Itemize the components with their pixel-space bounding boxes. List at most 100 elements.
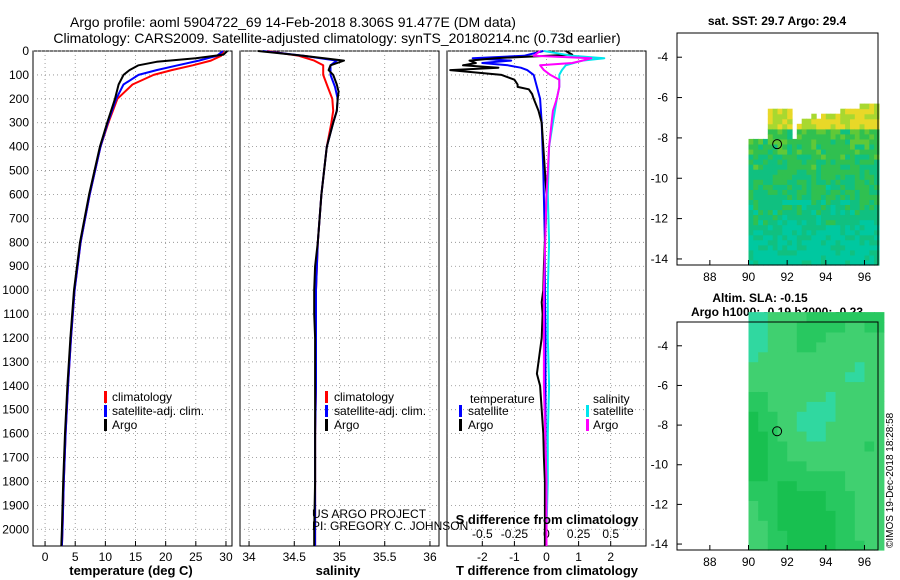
sla-cell bbox=[787, 520, 798, 531]
sst-cell bbox=[840, 199, 846, 205]
legend-label-argo: Argo bbox=[334, 418, 360, 432]
sla-cell bbox=[854, 431, 866, 442]
sst-cell bbox=[835, 123, 841, 130]
sst-cell bbox=[859, 133, 865, 140]
sla-cell bbox=[874, 331, 885, 343]
sst-cell bbox=[772, 194, 779, 200]
sst-cell bbox=[854, 189, 861, 195]
sst-cell bbox=[816, 204, 822, 211]
legend-label-satellite: satellite-adj. clim. bbox=[112, 404, 204, 418]
sst-cell bbox=[792, 144, 798, 150]
sst-cell bbox=[782, 174, 788, 180]
sst-cell bbox=[777, 249, 783, 256]
sla-cell bbox=[767, 500, 779, 511]
sla-cell bbox=[835, 361, 846, 373]
sst-cell bbox=[811, 138, 817, 145]
lon-tick-label: 94 bbox=[819, 555, 833, 569]
sst-cell bbox=[816, 144, 822, 150]
legend-label-satellite: satellite-adj. clim. bbox=[334, 404, 426, 418]
sst-cell bbox=[840, 184, 846, 190]
sla-cell bbox=[806, 460, 817, 472]
sst-cell bbox=[825, 244, 832, 251]
sst-cell bbox=[772, 118, 779, 125]
sst-cell bbox=[850, 214, 856, 221]
sst-cell bbox=[787, 169, 793, 175]
sla-cell bbox=[758, 520, 769, 531]
x-tick-label: 15 bbox=[129, 550, 143, 564]
sst-cell bbox=[763, 184, 769, 190]
sst-cell bbox=[874, 199, 880, 205]
sla-cell bbox=[816, 421, 827, 432]
sst-cell bbox=[748, 169, 754, 175]
sla-cell bbox=[835, 540, 846, 551]
sst-cell bbox=[777, 179, 783, 185]
sst-cell bbox=[830, 133, 836, 140]
legend-label-t-argo: Argo bbox=[468, 418, 494, 432]
sla-cell bbox=[854, 331, 866, 343]
sst-cell bbox=[854, 164, 861, 170]
sst-cell bbox=[811, 254, 817, 261]
sla-cell bbox=[787, 530, 798, 541]
sla-cell bbox=[816, 322, 827, 333]
sst-cell bbox=[801, 149, 808, 155]
sla-cell bbox=[777, 530, 788, 541]
sst-cell bbox=[864, 118, 870, 125]
sst-cell bbox=[782, 254, 788, 261]
sla-cell bbox=[767, 411, 779, 422]
sla-cell bbox=[835, 441, 846, 452]
sst-cell bbox=[748, 234, 754, 241]
sst-cell bbox=[816, 169, 822, 175]
sst-cell bbox=[796, 179, 803, 185]
sst-cell bbox=[801, 184, 808, 190]
sst-cell bbox=[758, 194, 764, 200]
sst-cell bbox=[758, 239, 764, 246]
legend-label-s-satellite: satellite bbox=[593, 404, 634, 418]
sst-cell bbox=[748, 244, 754, 251]
sst-cell bbox=[787, 123, 793, 130]
sst-cell bbox=[850, 179, 856, 185]
sla-cell bbox=[758, 361, 769, 373]
sla-cell bbox=[864, 361, 875, 373]
sla-cell bbox=[845, 341, 856, 353]
sst-cell bbox=[840, 249, 846, 256]
sla-cell bbox=[864, 371, 875, 383]
sst-cell bbox=[830, 234, 836, 241]
salinity-argo-line bbox=[532, 50, 593, 546]
sst-cell bbox=[864, 164, 870, 170]
sst-cell bbox=[782, 169, 788, 175]
sla-cell bbox=[758, 312, 769, 323]
sst-cell bbox=[864, 123, 870, 130]
sla-cell bbox=[816, 331, 827, 343]
sst-cell bbox=[758, 214, 764, 221]
sst-cell bbox=[801, 204, 808, 211]
sla-cell bbox=[758, 431, 769, 442]
sst-cell bbox=[767, 123, 774, 130]
sla-cell bbox=[767, 312, 779, 323]
sst-cell bbox=[869, 118, 875, 125]
lat-tick-label: -14 bbox=[651, 252, 669, 266]
sst-cell bbox=[748, 214, 754, 221]
sst-cell bbox=[854, 204, 861, 211]
sst-cell bbox=[801, 138, 808, 145]
sla-cell bbox=[787, 480, 798, 492]
sla-cell bbox=[748, 381, 759, 392]
sla-cell bbox=[796, 331, 808, 343]
sla-cell bbox=[835, 312, 846, 323]
sla-cell bbox=[835, 460, 846, 472]
sst-cell bbox=[816, 239, 822, 246]
sla-cell bbox=[864, 381, 875, 392]
sla-cell bbox=[806, 431, 817, 442]
lat-tick-label: -8 bbox=[657, 418, 668, 432]
salinity-axis-ticks: 34 34.5 35 35.5 36 bbox=[242, 541, 437, 564]
sla-cell bbox=[796, 401, 808, 412]
sla-cell bbox=[845, 391, 856, 402]
sst-cell bbox=[758, 174, 764, 180]
sst-cell bbox=[777, 194, 783, 200]
sst-cell bbox=[767, 154, 774, 160]
sst-cell bbox=[830, 229, 836, 236]
sst-cell bbox=[816, 219, 822, 226]
sst-cell bbox=[859, 159, 865, 165]
sla-cell bbox=[835, 431, 846, 442]
sst-cell bbox=[792, 219, 798, 226]
sla-cell bbox=[767, 351, 779, 363]
